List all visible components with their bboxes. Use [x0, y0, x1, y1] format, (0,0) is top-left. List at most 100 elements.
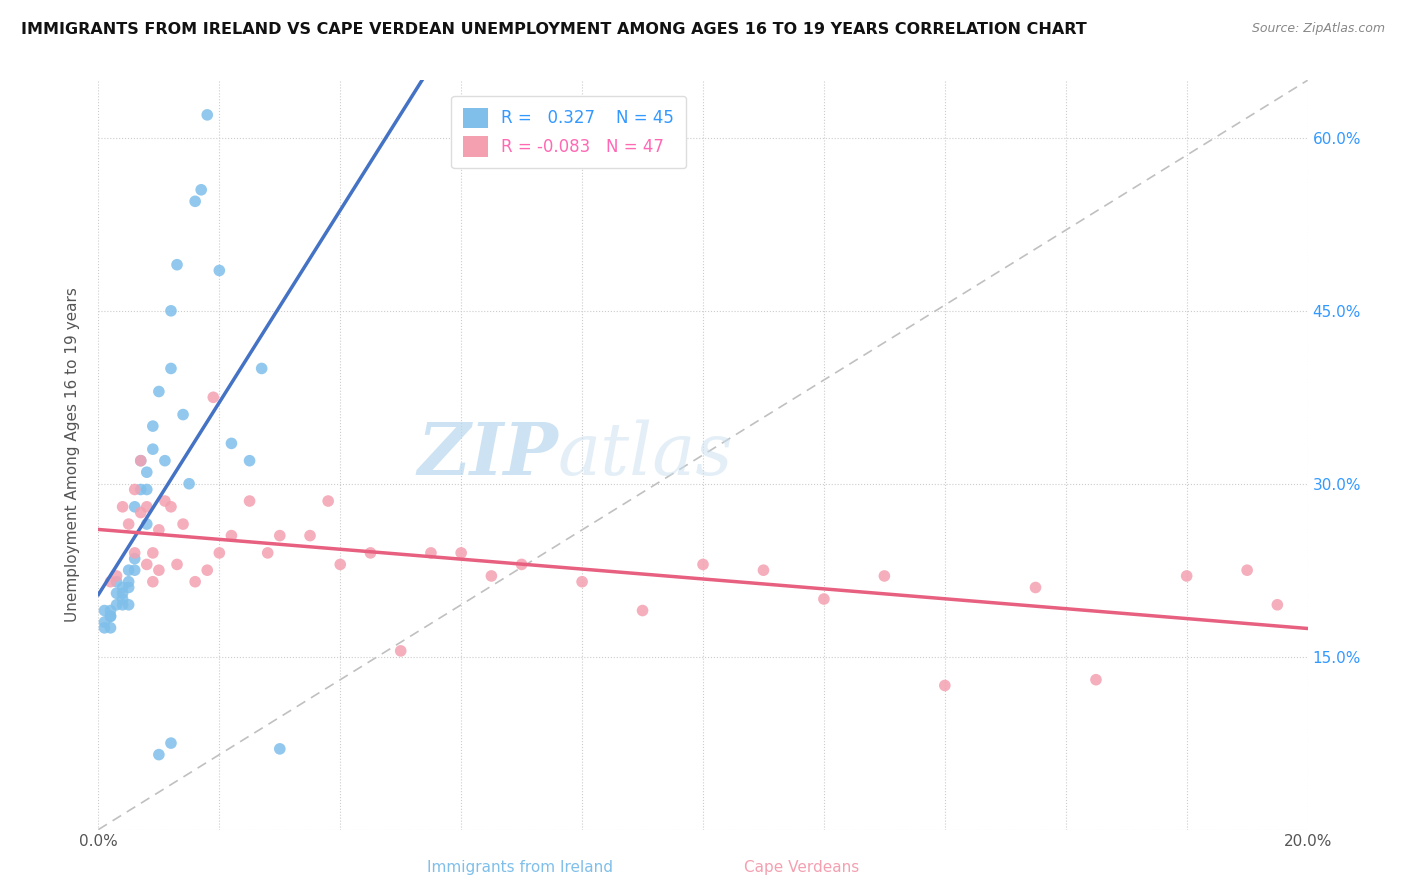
Point [124, 546, 146, 560]
Point [195, 563, 218, 577]
Point [813, 592, 835, 607]
Point [239, 494, 262, 508]
Point [93, 621, 115, 635]
Point [111, 592, 134, 607]
Point [124, 563, 146, 577]
Point [135, 483, 157, 497]
Point [100, 609, 122, 624]
Point [934, 678, 956, 692]
Point [1085, 673, 1108, 687]
Point [184, 194, 207, 209]
Point [118, 574, 141, 589]
Point [111, 598, 134, 612]
Point [692, 558, 714, 572]
Point [316, 494, 339, 508]
Point [111, 500, 134, 514]
Point [118, 581, 141, 595]
Point [510, 558, 533, 572]
Point [172, 517, 194, 532]
Point [166, 558, 188, 572]
Point [148, 747, 170, 762]
Point [160, 736, 183, 750]
Point [105, 574, 128, 589]
Point [221, 528, 243, 542]
Point [195, 108, 218, 122]
Point [129, 506, 152, 520]
Point [450, 546, 472, 560]
Point [93, 615, 115, 629]
Legend: R =   0.327    N = 45, R = -0.083   N = 47: R = 0.327 N = 45, R = -0.083 N = 47 [451, 96, 686, 169]
Point [160, 500, 183, 514]
Point [631, 603, 654, 617]
Point [571, 574, 593, 589]
Point [1024, 581, 1046, 595]
Point [118, 563, 141, 577]
Text: Immigrants from Ireland: Immigrants from Ireland [427, 861, 613, 875]
Point [153, 494, 176, 508]
Point [93, 603, 115, 617]
Point [129, 483, 152, 497]
Point [269, 742, 291, 756]
Point [105, 598, 128, 612]
Point [160, 361, 183, 376]
Point [124, 551, 146, 566]
Text: IMMIGRANTS FROM IRELAND VS CAPE VERDEAN UNEMPLOYMENT AMONG AGES 16 TO 19 YEARS C: IMMIGRANTS FROM IRELAND VS CAPE VERDEAN … [21, 22, 1087, 37]
Point [142, 419, 165, 434]
Point [752, 563, 775, 577]
Point [135, 517, 157, 532]
Point [118, 598, 141, 612]
Point [100, 603, 122, 617]
Point [172, 408, 194, 422]
Point [256, 546, 278, 560]
Point [208, 263, 231, 277]
Text: Source: ZipAtlas.com: Source: ZipAtlas.com [1251, 22, 1385, 36]
Point [129, 453, 152, 467]
Point [124, 500, 146, 514]
Point [135, 500, 157, 514]
Text: ZIP: ZIP [418, 419, 558, 491]
Point [118, 517, 141, 532]
Point [190, 183, 212, 197]
Point [1267, 598, 1289, 612]
Point [160, 303, 183, 318]
Point [221, 436, 243, 450]
Point [124, 483, 146, 497]
Point [148, 384, 170, 399]
Point [420, 546, 443, 560]
Point [148, 563, 170, 577]
Point [105, 569, 128, 583]
Point [208, 546, 231, 560]
Point [148, 523, 170, 537]
Text: atlas: atlas [558, 419, 734, 491]
Point [184, 574, 207, 589]
Point [202, 390, 225, 404]
Point [142, 442, 165, 457]
Text: Cape Verdeans: Cape Verdeans [744, 861, 859, 875]
Point [360, 546, 382, 560]
Point [299, 528, 322, 542]
Point [111, 586, 134, 600]
Point [135, 465, 157, 479]
Point [100, 574, 122, 589]
Point [105, 586, 128, 600]
Point [142, 574, 165, 589]
Point [100, 609, 122, 624]
Point [873, 569, 896, 583]
Y-axis label: Unemployment Among Ages 16 to 19 years: Unemployment Among Ages 16 to 19 years [65, 287, 80, 623]
Point [142, 546, 165, 560]
Point [250, 361, 273, 376]
Point [100, 621, 122, 635]
Point [153, 453, 176, 467]
Point [481, 569, 503, 583]
Point [135, 558, 157, 572]
Point [166, 258, 188, 272]
Point [129, 453, 152, 467]
Point [269, 528, 291, 542]
Point [389, 644, 412, 658]
Point [1175, 569, 1198, 583]
Point [1236, 563, 1258, 577]
Point [329, 558, 352, 572]
Point [179, 476, 201, 491]
Point [111, 581, 134, 595]
Point [239, 453, 262, 467]
